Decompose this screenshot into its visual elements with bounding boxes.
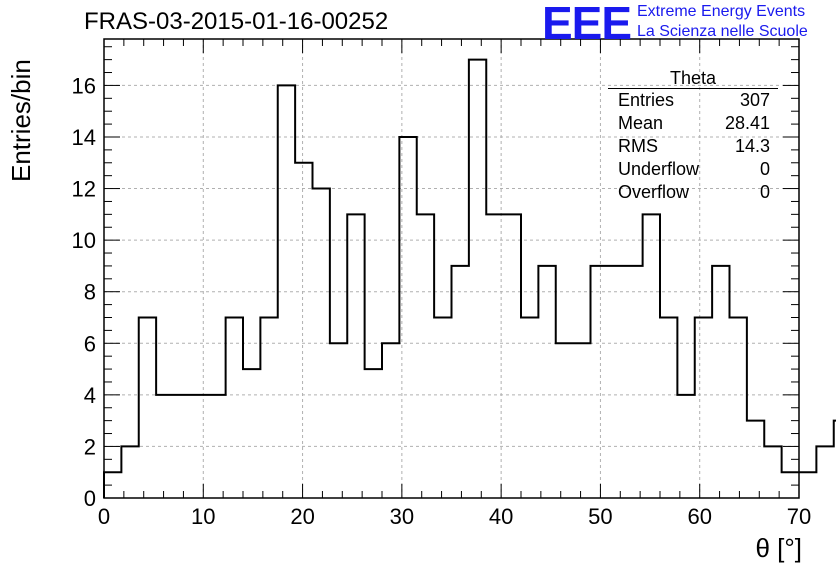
stats-label: RMS — [618, 136, 658, 156]
histogram-bin — [243, 369, 260, 498]
y-tick-label: 4 — [84, 383, 96, 408]
stats-value: 0 — [759, 159, 770, 179]
stats-value: 0 — [759, 182, 770, 202]
histogram-bin — [538, 266, 555, 498]
histogram-bin — [660, 317, 677, 498]
histogram-bin — [695, 317, 712, 498]
stats-row-underflow: Underflow 0 — [608, 158, 778, 181]
x-axis-label: θ [°] — [755, 533, 802, 563]
histogram-bin — [643, 214, 660, 498]
histogram-bin — [469, 60, 486, 498]
chart-title: FRAS-03-2015-01-16-00252 — [84, 8, 389, 35]
histogram-bin — [712, 266, 729, 498]
y-axis-label: Entries/bin — [6, 59, 36, 182]
y-tick-label: 12 — [72, 177, 96, 202]
y-tick-label: 2 — [84, 434, 96, 459]
stats-box: Theta Entries 307 Mean 28.41 RMS 14.3 Un… — [608, 68, 778, 204]
x-tick-label: 60 — [687, 504, 711, 529]
histogram-bin — [208, 395, 225, 498]
histogram-bin — [730, 317, 747, 498]
stats-row-mean: Mean 28.41 — [608, 112, 778, 135]
histogram-bin — [347, 214, 364, 498]
plot-frame — [103, 38, 800, 499]
stats-title: Theta — [608, 68, 778, 89]
histogram-bin — [330, 343, 347, 498]
histogram-bin — [573, 343, 590, 498]
y-tick-label: 8 — [84, 280, 96, 305]
x-tick-label: 10 — [191, 504, 215, 529]
histogram-bin — [365, 369, 382, 498]
stats-row-overflow: Overflow 0 — [608, 181, 778, 204]
histogram-bin — [139, 317, 156, 498]
histogram-bin — [625, 266, 642, 498]
stats-label: Overflow — [618, 182, 690, 202]
x-tick-label: 20 — [290, 504, 314, 529]
eee-logo: EEE — [542, 0, 632, 49]
histogram-bin — [121, 446, 138, 498]
stats-value: 28.41 — [724, 113, 770, 133]
histogram-bin — [591, 266, 608, 498]
y-tick-label: 16 — [72, 73, 96, 98]
logo-caption-line2: La Scienza nelle Scuole — [637, 23, 808, 40]
histogram-bin — [452, 266, 469, 498]
x-tick-label: 70 — [787, 504, 811, 529]
x-tick-label: 30 — [390, 504, 414, 529]
stats-row-rms: RMS 14.3 — [608, 135, 778, 158]
x-tick-label: 0 — [98, 504, 110, 529]
histogram-bin — [799, 472, 816, 498]
x-tick-label: 40 — [489, 504, 513, 529]
stats-label: Underflow — [618, 159, 700, 179]
stats-label: Entries — [618, 90, 675, 110]
histogram-bin — [260, 317, 277, 498]
histogram-bin — [434, 317, 451, 498]
histogram-bin — [295, 163, 312, 498]
logo-caption: Extreme Energy Events La Scienza nelle S… — [637, 2, 808, 42]
y-tick-label: 10 — [72, 228, 96, 253]
histogram-bin — [382, 343, 399, 498]
stats-value: 14.3 — [734, 136, 770, 156]
x-tick-label: 50 — [588, 504, 612, 529]
y-tick-label: 6 — [84, 331, 96, 356]
y-tick-label: 0 — [84, 486, 96, 511]
histogram-bin — [747, 421, 764, 498]
histogram-bin — [521, 317, 538, 498]
stats-value: 307 — [739, 90, 770, 110]
histogram-bin — [764, 446, 781, 498]
histogram-outline — [103, 58, 836, 498]
y-tick-label: 14 — [72, 125, 96, 150]
histogram-bin — [226, 317, 243, 498]
histogram-bin — [504, 214, 521, 498]
logo-caption-line1: Extreme Energy Events — [637, 3, 806, 20]
histogram-bin — [816, 446, 833, 498]
histogram-bin — [191, 395, 208, 498]
histogram-bin — [417, 214, 434, 498]
histogram-bin — [556, 343, 573, 498]
histogram-bin — [608, 266, 625, 498]
stats-label: Mean — [618, 113, 664, 133]
stats-row-entries: Entries 307 — [608, 89, 778, 112]
